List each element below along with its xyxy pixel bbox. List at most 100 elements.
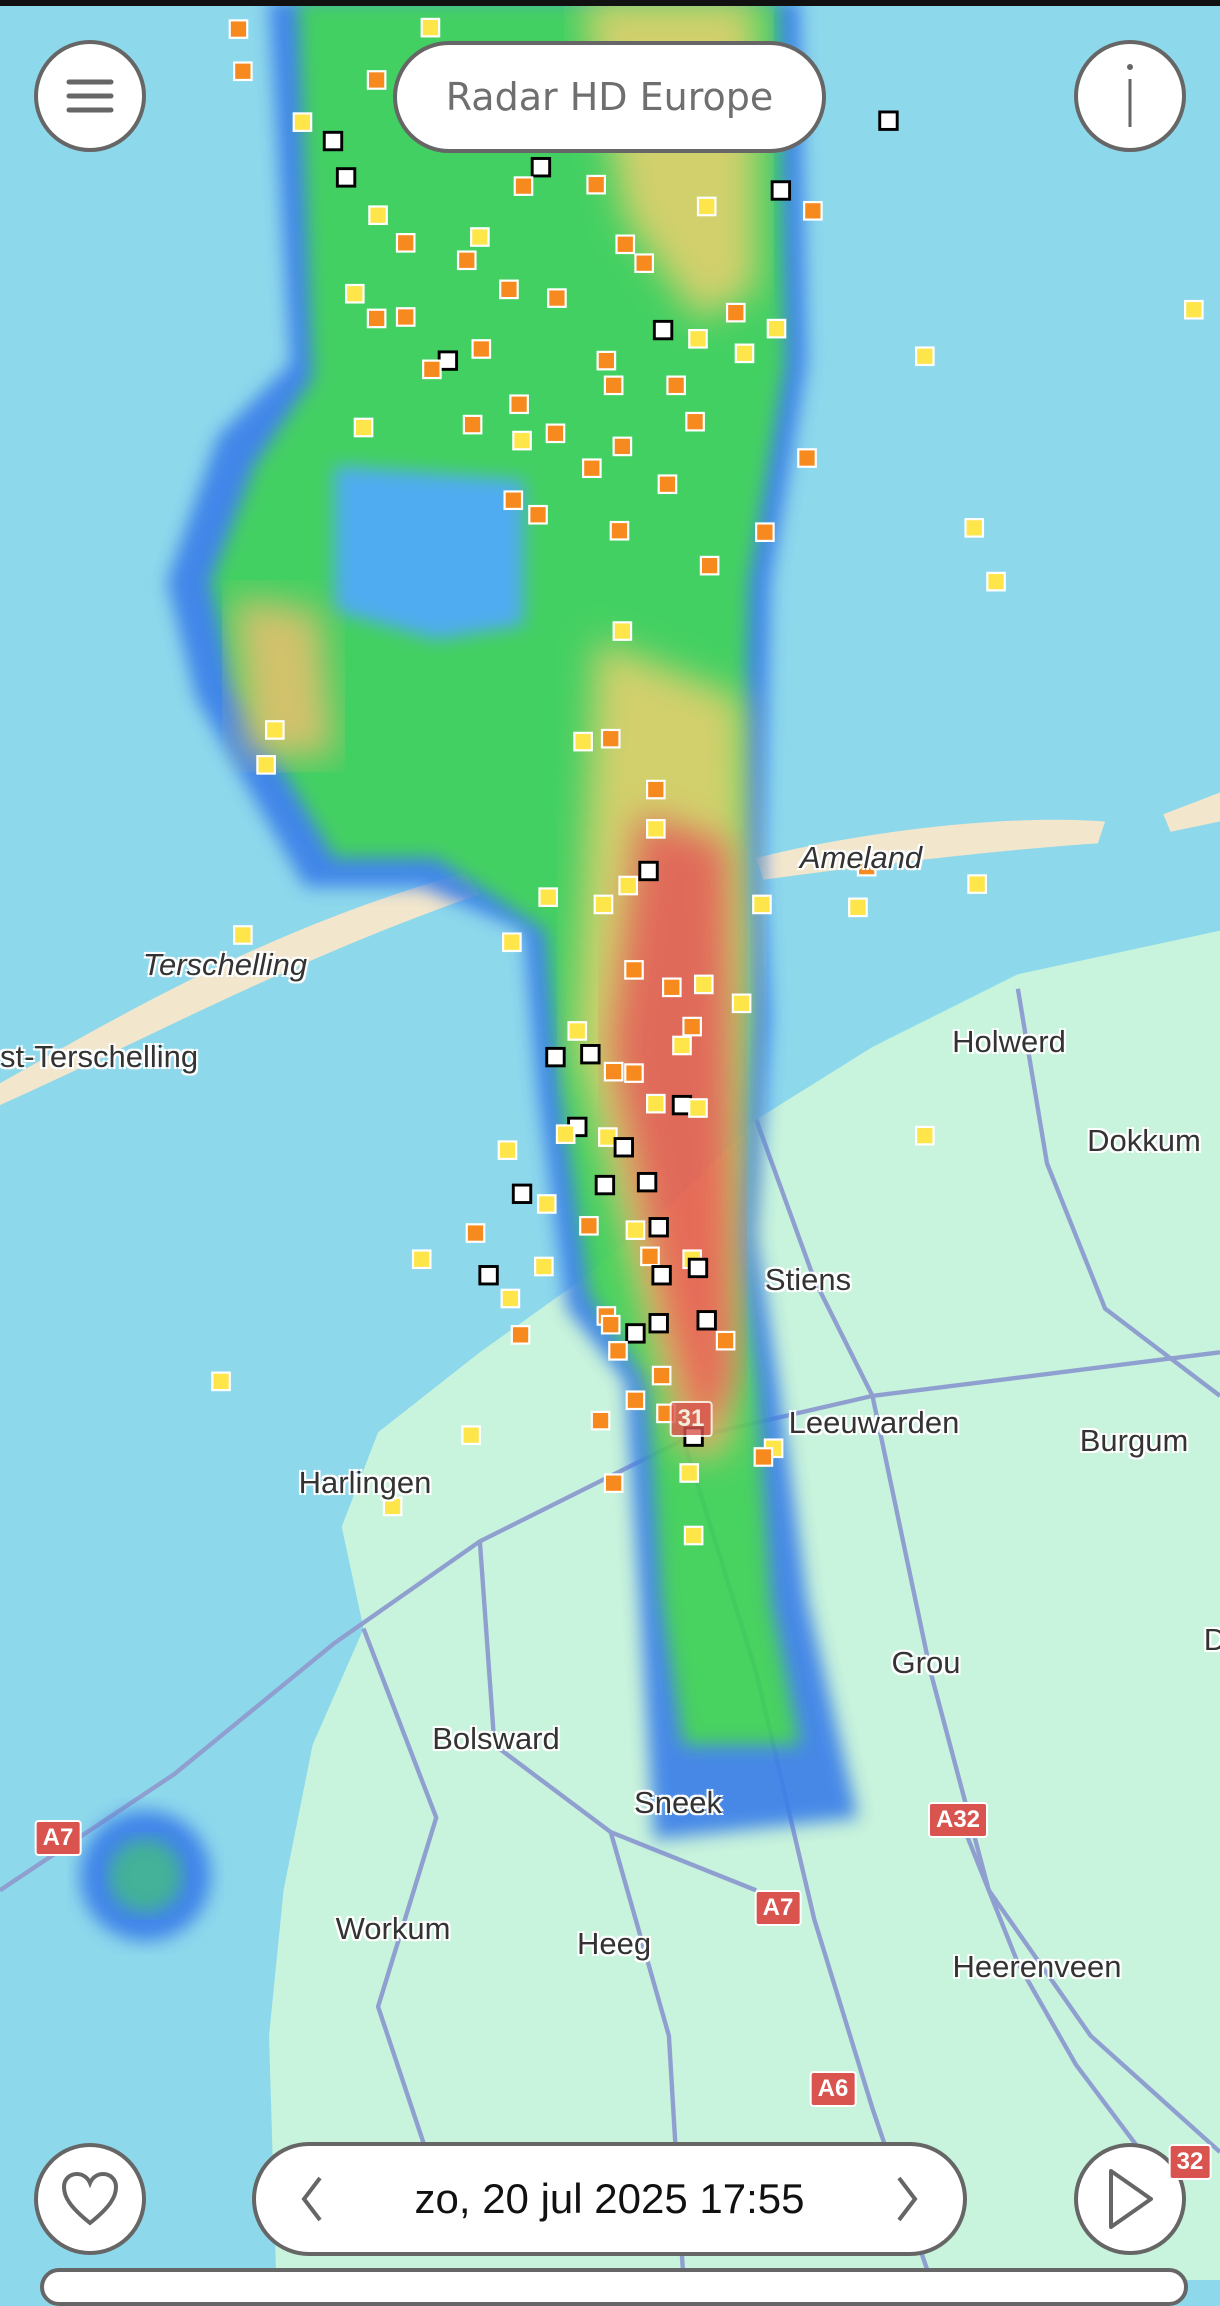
chevron-left-icon[interactable]	[296, 2174, 326, 2224]
lightning-strike-marker	[228, 19, 249, 39]
time-selector: zo, 20 jul 2025 17:55	[252, 2142, 967, 2256]
menu-button[interactable]	[34, 40, 146, 152]
terschelling-island	[0, 872, 480, 1106]
lightning-strike-marker	[648, 1313, 669, 1334]
lightning-strike-marker	[752, 894, 772, 915]
lightning-strike-marker	[652, 319, 674, 341]
lightning-strike-marker	[471, 339, 492, 359]
lightning-strike-marker	[530, 157, 552, 178]
lightning-strike-marker	[368, 205, 388, 226]
lightning-strike-marker	[651, 1365, 672, 1386]
lightning-strike-marker	[500, 1288, 521, 1309]
lightning-strike-marker	[600, 1314, 621, 1335]
lightning-strike-marker	[914, 1125, 935, 1146]
lightning-strike-marker	[636, 1171, 658, 1193]
info-icon	[1127, 64, 1133, 127]
lightning-strike-marker	[699, 555, 720, 576]
lightning-strike-marker	[555, 1124, 576, 1144]
lightning-strike-marker	[513, 176, 534, 196]
lightning-strike-marker	[420, 17, 441, 38]
info-button[interactable]	[1074, 40, 1186, 152]
lightning-strike-marker	[693, 974, 714, 995]
hamburger-menu-icon	[66, 79, 114, 113]
lightning-strike-marker	[688, 1098, 708, 1118]
lightning-strike-marker	[511, 1183, 533, 1204]
road-shield: A7	[754, 1890, 802, 1926]
place-label: Harlingen	[298, 1465, 432, 1500]
lightning-strike-marker	[335, 167, 357, 188]
place-label: Bolsward	[432, 1721, 560, 1756]
lightning-strike-marker	[499, 279, 519, 300]
lightning-strike-marker	[682, 1016, 702, 1037]
place-label: Holwerd	[952, 1024, 1066, 1059]
lightning-strike-marker	[586, 174, 607, 195]
lightning-strike-marker	[603, 1473, 624, 1493]
play-icon	[1109, 2169, 1153, 2229]
lightning-strike-marker	[1184, 299, 1204, 320]
lightning-strike-marker	[344, 283, 365, 304]
lightning-strike-marker	[465, 1223, 486, 1243]
lightning-strike-marker	[640, 1246, 660, 1267]
lightning-strike-marker	[624, 960, 644, 980]
lightning-strike-marker	[734, 343, 755, 364]
lightning-strike-marker	[679, 1463, 700, 1483]
lightning-strike-marker	[625, 1323, 646, 1344]
lightning-strike-marker	[503, 490, 524, 511]
lightning-strike-marker	[770, 180, 792, 201]
timeline-bar[interactable]	[40, 2268, 1188, 2306]
favorite-button[interactable]	[34, 2143, 146, 2255]
lightning-strike-marker	[596, 350, 617, 371]
lightning-strike-marker	[580, 1044, 601, 1065]
lightning-strike-marker	[612, 621, 633, 641]
lightning-strike-marker	[470, 227, 490, 247]
lightning-strike-marker	[509, 394, 529, 415]
lightning-strike-marker	[657, 474, 678, 495]
lightning-strike-marker	[634, 253, 654, 274]
lightning-strike-marker	[638, 860, 659, 882]
lightning-strike-marker	[462, 414, 483, 435]
lightning-strike-marker	[848, 897, 868, 918]
place-label: Leeuwarden	[788, 1405, 960, 1440]
lightning-strike-marker	[687, 1257, 709, 1279]
lightning-strike-marker	[685, 411, 705, 432]
place-label: Sneek	[634, 1785, 722, 1820]
lightning-strike-marker	[624, 1063, 644, 1083]
lightning-strike-marker	[594, 1174, 616, 1196]
map-title-button[interactable]: Radar HD Europe	[393, 41, 826, 153]
lightning-strike-marker	[461, 1425, 481, 1445]
lightning-strike-marker	[411, 1249, 432, 1270]
road-shield: 32	[1168, 2144, 1212, 2180]
chevron-right-icon[interactable]	[893, 2174, 923, 2224]
lightning-strike-marker	[233, 61, 253, 82]
lightning-strike-marker	[618, 875, 638, 896]
lightning-strike-marker	[534, 1256, 554, 1277]
lightning-strike-marker	[683, 1525, 704, 1546]
lightning-strike-marker	[256, 755, 276, 775]
lightning-strike-marker	[422, 359, 442, 380]
lightning-strike-marker	[567, 1021, 588, 1041]
lightning-strikes	[211, 17, 1204, 1546]
play-button[interactable]	[1074, 2143, 1186, 2255]
lightning-strike-marker	[688, 328, 708, 349]
place-label: Dokkum	[1087, 1123, 1201, 1158]
lightning-strike-marker	[725, 302, 746, 323]
lightning-strike-marker	[671, 1094, 693, 1116]
place-label: Grou	[891, 1645, 961, 1680]
lightning-strike-marker	[715, 1330, 736, 1351]
lightning-strike-marker	[512, 430, 532, 451]
place-label: Workum	[335, 1911, 451, 1946]
lightning-strike-marker	[645, 779, 666, 800]
road-shield: 31	[669, 1401, 713, 1437]
lightning-strike-marker	[353, 417, 374, 438]
lightning-strike-marker	[603, 375, 624, 396]
lightning-strike-marker	[696, 1310, 717, 1331]
roads	[0, 988, 1220, 2280]
lightning-strike-marker	[755, 522, 775, 543]
lightning-strike-marker	[878, 110, 899, 131]
lightning-strike-marker	[625, 1220, 646, 1240]
heart-icon	[61, 2171, 119, 2226]
status-bar	[0, 0, 1220, 6]
lightning-strike-marker	[608, 1341, 628, 1361]
lightning-strike-marker	[666, 375, 686, 396]
